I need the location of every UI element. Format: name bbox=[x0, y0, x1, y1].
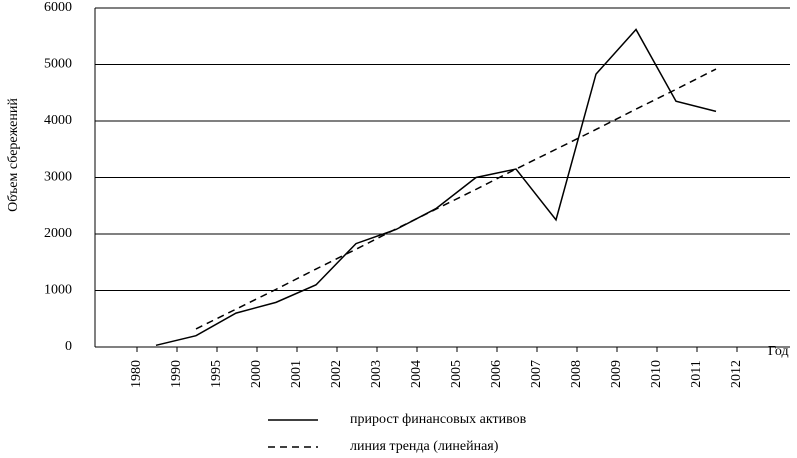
y-tick-label: 3000 bbox=[44, 170, 72, 185]
y-tick-label: 4000 bbox=[44, 113, 72, 128]
x-tick-label: 2007 bbox=[529, 360, 544, 388]
x-tick-label: 2010 bbox=[649, 360, 664, 388]
x-tick-label: 2008 bbox=[569, 360, 584, 388]
y-tick-label: 1000 bbox=[44, 283, 72, 298]
legend-label: прирост финансовых активов bbox=[350, 412, 527, 427]
x-tick-label: 2001 bbox=[289, 360, 304, 388]
legend-label: линия тренда (линейная) bbox=[350, 439, 499, 454]
series-line bbox=[155, 28, 717, 347]
x-tick-label: 2003 bbox=[369, 360, 384, 388]
x-axis-label: Год bbox=[768, 344, 789, 359]
y-axis-label: Объем сбережений bbox=[6, 98, 21, 212]
y-tick-label: 6000 bbox=[44, 0, 72, 15]
x-tick-label: 2005 bbox=[449, 360, 464, 388]
x-tick-label: 1980 bbox=[129, 360, 144, 388]
x-tick-label: 2012 bbox=[729, 360, 744, 388]
y-tick-label: 0 bbox=[65, 339, 72, 354]
x-tick-label: 2002 bbox=[329, 360, 344, 388]
x-tick-label: 2011 bbox=[689, 360, 704, 387]
x-tick-label: 2006 bbox=[489, 360, 504, 388]
x-tick-label: 1995 bbox=[209, 360, 224, 388]
y-tick-label: 2000 bbox=[44, 226, 72, 241]
x-tick-label: 2009 bbox=[609, 360, 624, 388]
x-tick-label: 1990 bbox=[169, 360, 184, 388]
series-line bbox=[195, 68, 717, 330]
x-tick-label: 2000 bbox=[249, 360, 264, 388]
y-tick-label: 5000 bbox=[44, 57, 72, 72]
x-tick-label: 2004 bbox=[409, 360, 424, 388]
